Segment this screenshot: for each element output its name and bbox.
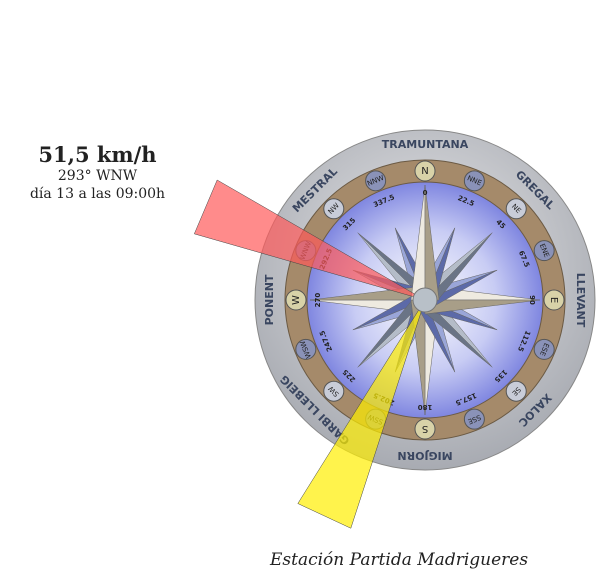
point-label: S	[422, 423, 428, 434]
point-badge	[323, 198, 345, 220]
point-badge	[463, 408, 485, 430]
point-badge	[505, 198, 527, 220]
reading: 51,5 km/h 293° WNW día 13 a las 09:00h	[0, 142, 195, 203]
wind-direction: 293° WNW	[57, 168, 138, 184]
wind-sector	[297, 299, 426, 529]
station-name: Estación Partida Madrigueres	[270, 550, 529, 570]
center-hub	[412, 287, 438, 313]
region-label: MIGJORN	[397, 449, 452, 462]
point-badge	[285, 289, 307, 311]
region-label: LLEVANT	[574, 273, 587, 328]
point-badge	[414, 160, 436, 182]
degree-label: 270	[314, 293, 322, 308]
point-badge	[323, 380, 345, 402]
point-badge	[543, 289, 565, 311]
degree-label: 180	[418, 403, 433, 411]
point-label: E	[548, 297, 559, 303]
region-label: TRAMUNTANA	[382, 138, 469, 151]
point-badge	[414, 418, 436, 440]
point-badge	[505, 380, 527, 402]
point-badge	[295, 338, 317, 360]
compass-star	[309, 184, 541, 416]
point-badge	[533, 240, 555, 262]
point-label: W	[291, 295, 302, 305]
region-label: PONENT	[263, 274, 276, 325]
reading-time: día 13 a las 09:00h	[29, 186, 166, 202]
point-badge	[365, 170, 387, 192]
degree-label: 0	[423, 189, 428, 197]
wind-speed: 51,5 km/h	[38, 142, 157, 167]
point-badge	[533, 338, 555, 360]
point-label: SE	[510, 385, 522, 397]
degree-label: 90	[528, 295, 536, 305]
wind-sector	[193, 179, 426, 301]
point-label: N	[421, 166, 428, 177]
point-badge	[463, 170, 485, 192]
